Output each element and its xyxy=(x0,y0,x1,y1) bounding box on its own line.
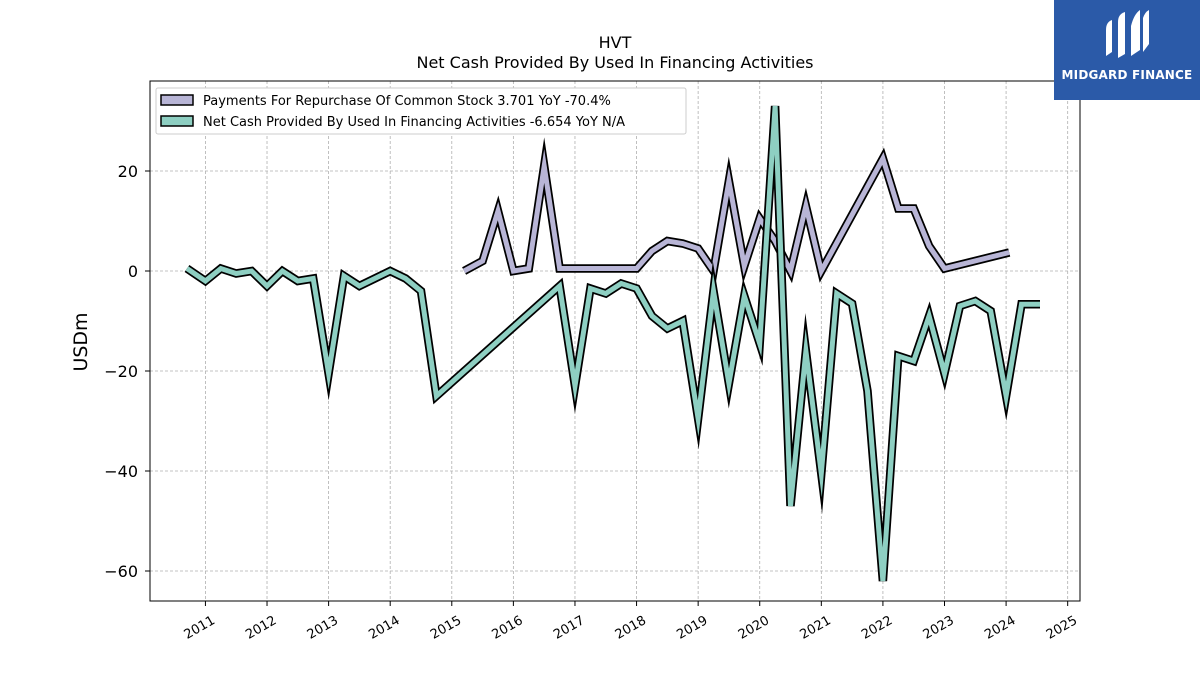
x-tick-label: 2022 xyxy=(859,613,895,643)
series-outline-financing xyxy=(184,105,1040,582)
x-tick-label: 2011 xyxy=(182,613,218,643)
x-tick-label: 2023 xyxy=(921,613,957,643)
series-line-repurchase xyxy=(462,149,1010,279)
legend-label-repurchase: Payments For Repurchase Of Common Stock … xyxy=(203,94,611,109)
legend-box xyxy=(155,87,687,135)
x-tick-label: 2017 xyxy=(551,613,587,643)
x-tick-label: 2016 xyxy=(490,613,526,643)
y-tick-label: −60 xyxy=(104,562,138,581)
series-line-financing xyxy=(185,105,1040,582)
plot-frame xyxy=(149,80,1081,602)
y-tick-label: 20 xyxy=(118,162,138,181)
x-tick-label: 2012 xyxy=(243,613,279,643)
x-tick-label: 2025 xyxy=(1044,613,1080,643)
x-tick-label: 2013 xyxy=(305,613,341,643)
y-axis-label: USDm xyxy=(70,312,92,371)
y-axis: 20 0 −20 −40 −60 xyxy=(104,162,150,581)
legend-swatch-financing xyxy=(160,115,194,127)
x-axis: 2011 2012 2013 2014 2015 2016 2017 2018 2019 2020… xyxy=(182,601,1080,643)
x-tick-label: 2020 xyxy=(736,613,772,643)
grid-layer xyxy=(150,81,1080,601)
legend-swatch-repurchase xyxy=(160,94,194,106)
y-tick-label: 0 xyxy=(128,262,138,281)
logo-mark-icon xyxy=(1106,10,1149,58)
legend: Payments For Repurchase Of Common Stock … xyxy=(155,87,687,135)
y-tick-label: −40 xyxy=(104,462,138,481)
x-tick-label: 2018 xyxy=(613,613,649,643)
x-tick-label: 2015 xyxy=(428,613,464,643)
legend-label-financing: Net Cash Provided By Used In Financing A… xyxy=(203,115,625,130)
x-tick-label: 2019 xyxy=(674,613,710,643)
y-tick-label: −20 xyxy=(104,362,138,381)
chart-title: HVT xyxy=(599,33,632,52)
midgard-finance-logo: MIDGARD FINANCE xyxy=(1054,0,1200,100)
series-layer xyxy=(184,105,1040,582)
x-tick-label: 2021 xyxy=(797,613,833,643)
chart-subtitle: Net Cash Provided By Used In Financing A… xyxy=(416,53,813,72)
x-tick-label: 2024 xyxy=(982,613,1018,643)
logo-text: MIDGARD FINANCE xyxy=(1061,68,1193,82)
x-tick-label: 2014 xyxy=(366,613,402,643)
